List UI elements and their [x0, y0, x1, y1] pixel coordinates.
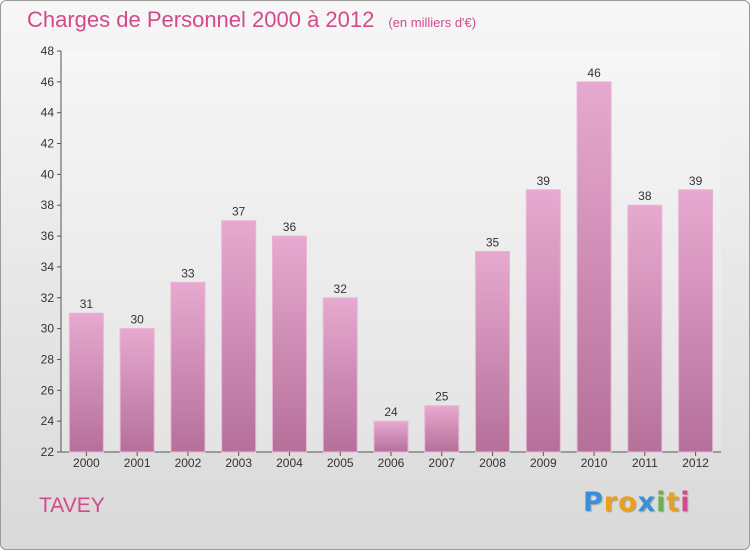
- chart-title: Charges de Personnel 2000 à 2012 (en mill…: [27, 7, 476, 33]
- commune-name: TAVEY: [39, 494, 105, 517]
- x-tick-label: 2000: [73, 456, 100, 470]
- logo-letter: r: [603, 487, 619, 518]
- bar-value-label: 38: [638, 189, 652, 203]
- x-tick-label: 2007: [428, 456, 455, 470]
- y-tick-label: 48: [41, 44, 55, 58]
- logo-letter: P: [583, 487, 604, 518]
- x-tick-label: 2008: [479, 456, 506, 470]
- bar-value-label: 36: [283, 220, 297, 234]
- y-tick-label: 32: [41, 291, 55, 305]
- x-tick-label: 2003: [225, 456, 252, 470]
- x-tick-label: 2005: [327, 456, 354, 470]
- x-tick-label: 2006: [378, 456, 405, 470]
- bar-value-label: 39: [689, 174, 703, 188]
- bar-value-label: 39: [537, 174, 551, 188]
- bar-value-label: 37: [232, 205, 246, 219]
- x-tick-label: 2004: [276, 456, 303, 470]
- bar: [68, 312, 104, 453]
- x-tick-label: 2012: [682, 456, 709, 470]
- logo-letter: x: [637, 487, 657, 518]
- plot-area: [61, 51, 721, 452]
- y-tick-label: 30: [41, 322, 55, 336]
- bar-value-label: 30: [130, 313, 144, 327]
- logo-letter: t: [666, 487, 681, 518]
- x-tick-label: 2010: [581, 456, 608, 470]
- y-tick-label: 46: [41, 75, 55, 89]
- bar: [221, 220, 257, 453]
- y-tick-label: 38: [41, 198, 55, 212]
- proxiti-logo: Proxiti: [583, 487, 691, 518]
- y-tick-label: 34: [41, 260, 55, 274]
- logo-letter: o: [618, 487, 638, 518]
- y-tick-label: 44: [41, 106, 55, 120]
- y-tick-label: 36: [41, 229, 55, 243]
- bar: [271, 235, 307, 453]
- bar: [525, 189, 561, 453]
- x-tick-label: 2001: [124, 456, 151, 470]
- bar: [170, 281, 206, 453]
- y-tick-label: 24: [41, 414, 55, 428]
- y-tick-label: 28: [41, 352, 55, 366]
- x-tick-label: 2002: [175, 456, 202, 470]
- x-tick-label: 2009: [530, 456, 557, 470]
- bar-value-label: 24: [384, 405, 398, 419]
- x-tick-label: 2011: [632, 456, 658, 470]
- bar: [119, 328, 155, 453]
- bar-value-label: 25: [435, 390, 449, 404]
- y-tick-label: 22: [41, 445, 55, 459]
- bar-value-label: 46: [587, 66, 601, 80]
- bar: [576, 81, 612, 453]
- bar: [475, 251, 511, 453]
- bar-value-label: 31: [80, 297, 94, 311]
- chart-title-text: Charges de Personnel 2000 à 2012: [27, 7, 375, 32]
- bar-value-label: 35: [486, 236, 500, 250]
- bar: [627, 204, 663, 453]
- bar: [373, 420, 409, 453]
- bar: [322, 297, 358, 453]
- bar: [424, 405, 460, 453]
- y-tick-label: 40: [41, 167, 55, 181]
- logo-letter: i: [656, 487, 667, 518]
- logo-letter: i: [680, 487, 691, 518]
- bar: [678, 189, 714, 453]
- y-tick-label: 42: [41, 137, 55, 151]
- bar-value-label: 33: [181, 266, 195, 280]
- chart-subtitle: (en milliers d'€): [388, 15, 477, 30]
- bar-value-label: 32: [334, 282, 348, 296]
- y-tick-label: 26: [41, 383, 55, 397]
